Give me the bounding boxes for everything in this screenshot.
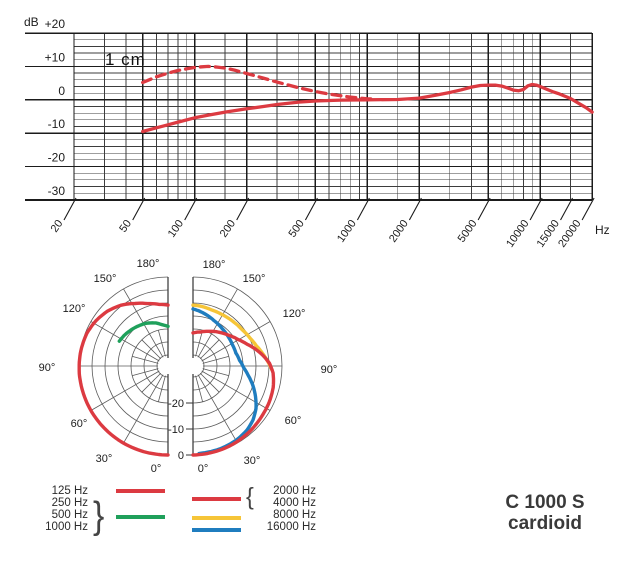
fr-x-tick-label: 1000 [335,218,359,245]
fr-curve-proximity-1cm [141,64,377,101]
polar-angle-label-left: 120° [63,303,86,315]
polar-spoke [197,374,238,444]
polar-spoke [123,374,164,444]
polar-curve-16000-hz [191,307,258,456]
legend-swatch-8000hz [192,516,241,520]
fr-x-tick [581,197,595,221]
fr-x-tick [63,197,77,221]
fr-x-tick [560,197,574,221]
legend-label-500hz: 500 Hz [51,509,88,521]
fr-y-tick-label: 0 [58,84,65,98]
hz-unit-label: Hz [595,223,610,237]
polar-curve-125-hz [77,301,170,457]
model-name: C 1000 S [505,492,585,513]
fr-x-tick [356,197,370,221]
fr-y-tick-label: -30 [48,184,66,198]
polar-ring-label: 0 [178,450,184,462]
polar-angle-label-right: 180° [203,259,226,271]
polar-spoke [201,370,271,411]
polar-ring-right [192,354,205,378]
polar-angle-label-right: 0° [198,463,209,475]
db-unit-label: dB [24,15,39,29]
polar-angle-label-left: 0° [151,463,162,475]
polar-spoke [132,356,159,364]
polar-spoke [199,372,220,393]
polar-angle-label-right: 30° [244,455,261,467]
fr-y-tick-label: +20 [45,17,66,31]
polar-angle-label-left: 90° [39,362,56,374]
proximity-annotation: 1 cm [105,50,146,69]
polar-spoke [199,339,220,360]
fr-y-tick-label: -20 [48,151,66,165]
polar-curve-2000-4000-hz [191,329,276,457]
legend-brace-low-group: } [93,493,105,537]
fr-curve-far-field [141,82,594,134]
fr-x-tick [236,197,250,221]
polar-labels: -20 -10 0 180° 180° 150° 150° 120° 120° 90° 90° 60°… [39,258,338,475]
polar-ring-left [156,354,169,378]
legend-label-16000hz: 16000 Hz [266,521,316,533]
legend-label-8000hz: 8000 Hz [273,509,316,521]
fr-x-tick [477,197,491,221]
polar-angle-label-left: 150° [94,273,117,285]
legend-swatch-125hz [116,489,165,493]
fr-y-tick-label: +10 [45,50,66,64]
fr-x-tick-label: 500 [286,218,306,240]
fr-x-tick-label: 5000 [456,218,480,245]
polar-curve-250-1000-hz [117,321,170,343]
polar-ring-label: -10 [168,424,184,436]
legend-label-125hz: 125 Hz [51,485,88,497]
legend-label-1000hz: 1000 Hz [45,521,88,533]
polar-angle-label-left: 60° [71,418,88,430]
legend-swatch-250-1000hz [116,515,165,519]
fr-x-tick [184,197,198,221]
polar-spoke [132,368,159,376]
polar-spoke [201,321,271,362]
polar-spoke [195,375,203,402]
polar-ring-label: -20 [168,398,184,410]
polar-spoke [141,339,162,360]
pattern-name: cardioid [508,513,582,534]
fr-x-tick-label: 100 [166,218,186,240]
fr-x-tick-label: 20 [49,218,66,235]
product-title: C 1000 S cardioid [470,492,620,534]
polar-spoke [90,321,160,362]
fr-x-tick-label: 20000 [556,218,583,250]
polar-spoke [195,330,203,357]
legend-swatch-16000hz [192,528,241,532]
fr-x-tick [132,197,146,221]
polar-angle-label-left: 30° [96,453,113,465]
fr-x-tick-label: 50 [117,218,134,235]
fr-x-tick [529,197,543,221]
legend-label-250hz: 250 Hz [51,497,88,509]
legend-label-4000hz: 4000 Hz [273,497,316,509]
legend-swatch-2000-4000hz [192,497,241,501]
polar-angle-label-right: 90° [321,364,338,376]
fr-x-tick [408,197,422,221]
fr-x-tick-label: 200 [218,218,238,240]
polar-spoke [141,372,162,393]
fr-x-tick-label: 2000 [387,218,411,245]
legend-brace-high-group: { [246,482,254,510]
polar-spoke [90,370,160,411]
legend-label-2000hz: 2000 Hz [273,485,316,497]
polar-angle-label-right: 150° [243,273,266,285]
polar-spoke [202,368,229,376]
fr-x-tick-label: 10000 [504,218,531,250]
polar-spoke [202,356,229,364]
polar-angle-label-left: 180° [137,258,160,270]
fr-x-tick [304,197,318,221]
polar-angle-label-right: 120° [283,308,306,320]
polar-spoke [158,375,166,402]
polar-angle-label-right: 60° [285,415,302,427]
fr-y-tick-label: -10 [48,117,66,131]
polar-spoke [158,330,166,357]
